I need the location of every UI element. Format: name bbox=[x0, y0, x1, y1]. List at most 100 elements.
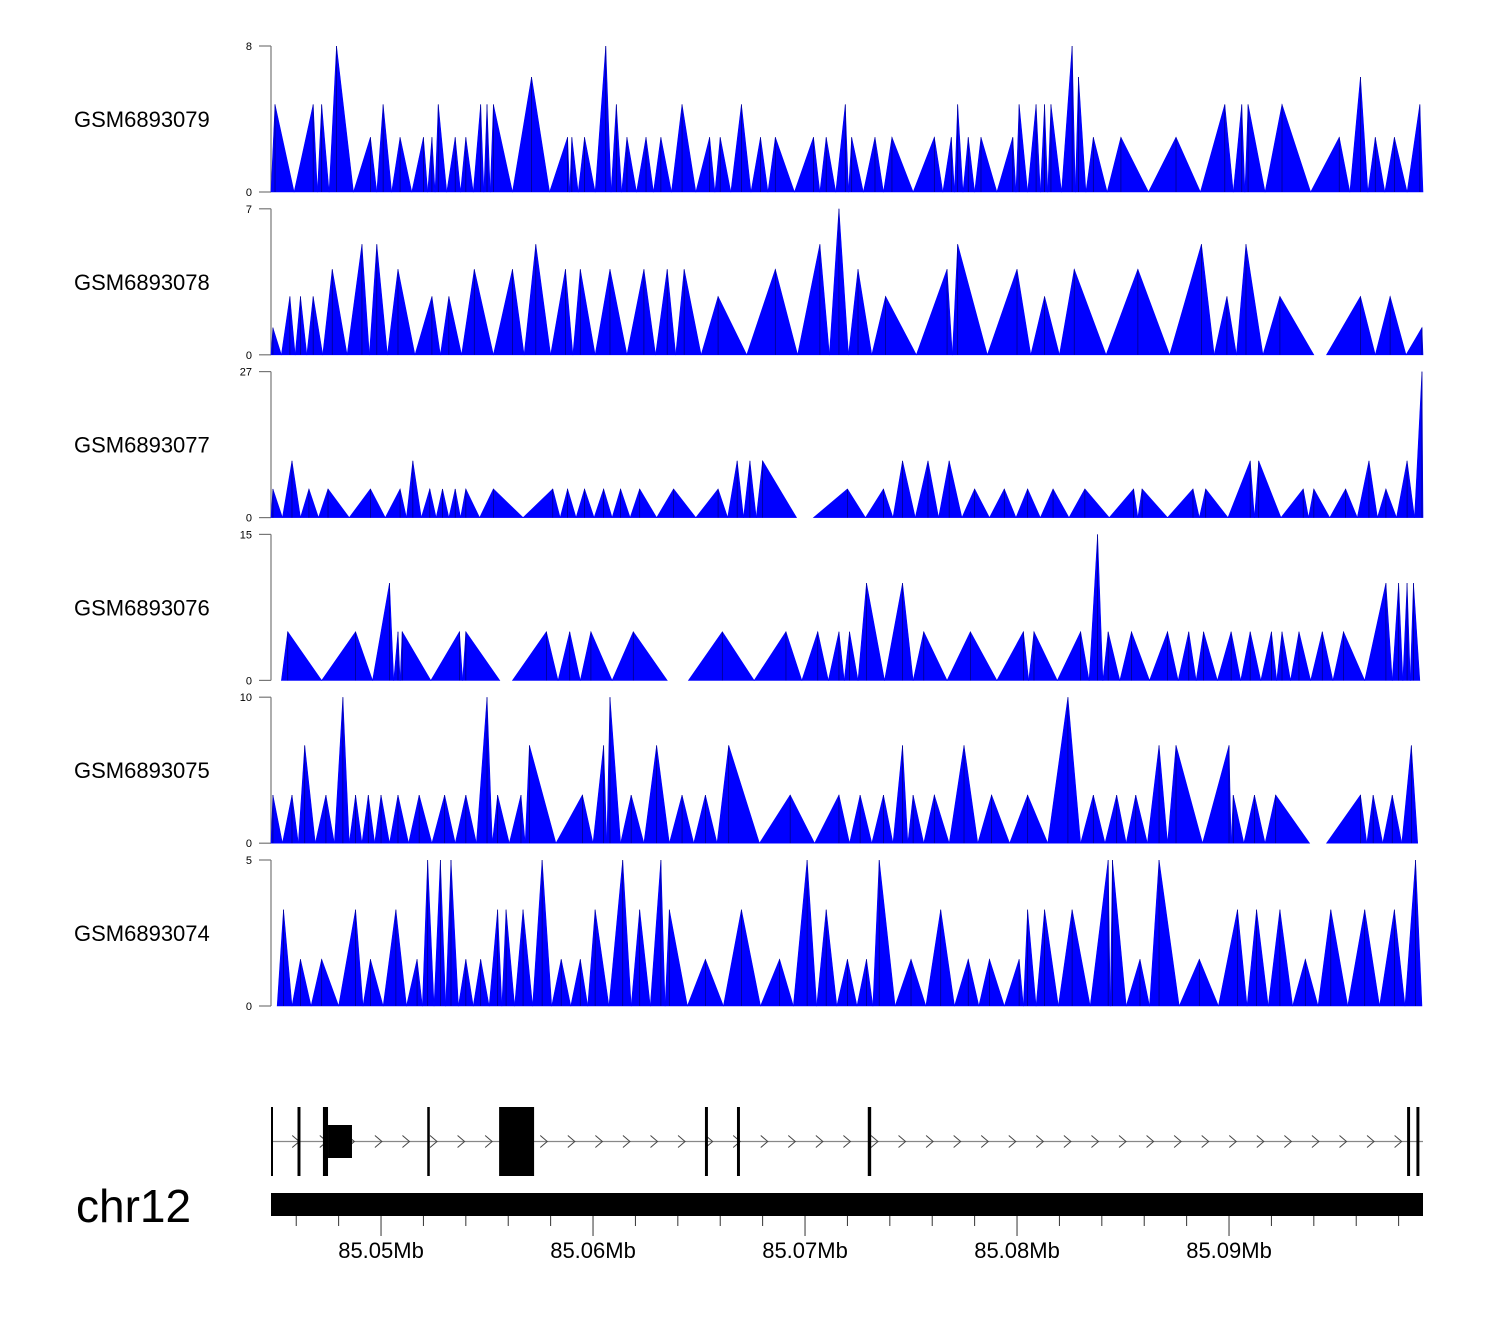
coverage-peak bbox=[687, 631, 755, 681]
coverage-peak bbox=[857, 583, 885, 681]
coverage-peak bbox=[1367, 137, 1386, 193]
coverage-peak bbox=[1404, 859, 1423, 1007]
coverage-peak bbox=[476, 697, 493, 844]
coverage-peak bbox=[952, 244, 988, 356]
coverage-peak bbox=[1264, 103, 1312, 193]
coverage-peak bbox=[353, 137, 378, 193]
coverage-peak bbox=[794, 137, 821, 193]
coverage-peak bbox=[1003, 959, 1024, 1007]
coverage-peak bbox=[493, 269, 525, 356]
strand-arrow-icon bbox=[1394, 1135, 1403, 1148]
coverage-peak bbox=[755, 459, 798, 518]
coverage-peak bbox=[649, 859, 666, 1007]
coverage-peak bbox=[291, 959, 312, 1007]
coverage-peak bbox=[369, 244, 388, 356]
coverage-peak bbox=[1246, 909, 1269, 1007]
strand-arrow-icon bbox=[815, 1135, 824, 1148]
coverage-peak bbox=[306, 296, 324, 356]
coverage-peak bbox=[750, 137, 769, 193]
coverage-peak bbox=[608, 859, 632, 1007]
coverage-peak bbox=[501, 909, 515, 1007]
coverage-peak bbox=[472, 959, 490, 1007]
coverage-peak bbox=[334, 697, 350, 844]
coverage-peak bbox=[1396, 460, 1415, 518]
track-label: GSM6893075 bbox=[74, 758, 210, 783]
coverage-peak bbox=[472, 104, 485, 193]
data-track: GSM6893076 15 0 bbox=[74, 529, 1421, 687]
strand-arrow-icon bbox=[374, 1135, 383, 1148]
coverage-peak bbox=[812, 488, 866, 518]
coverage-peak bbox=[1198, 488, 1229, 518]
coverage-peak bbox=[577, 137, 596, 193]
coverage-peak bbox=[1276, 631, 1291, 681]
coverage-peak bbox=[1364, 583, 1393, 681]
track-label: GSM6893074 bbox=[74, 921, 210, 946]
coverage-peak bbox=[559, 487, 577, 518]
coverage-peak bbox=[760, 958, 794, 1007]
coverage-peak bbox=[406, 460, 422, 518]
coverage-peak bbox=[1068, 488, 1110, 518]
y-tick-label-max: 10 bbox=[240, 692, 252, 704]
coverage-peak bbox=[1027, 104, 1041, 193]
coverage-peak bbox=[479, 488, 524, 518]
coverage-peak bbox=[671, 104, 697, 193]
strand-arrow-icon bbox=[1311, 1135, 1320, 1148]
coverage-peak bbox=[310, 958, 340, 1007]
coverage-peak bbox=[611, 487, 631, 518]
coverage-peak bbox=[550, 269, 574, 356]
coverage-peak bbox=[1374, 295, 1407, 356]
coverage-peak bbox=[656, 488, 697, 518]
strand-arrow-icon bbox=[484, 1135, 493, 1148]
coverage-peak bbox=[883, 136, 914, 193]
coverage-peak bbox=[376, 104, 392, 193]
coverage-peak bbox=[892, 745, 909, 844]
y-tick-label-min: 0 bbox=[246, 675, 252, 687]
coverage-peak bbox=[801, 630, 829, 681]
strand-arrow-icon bbox=[732, 1135, 741, 1148]
coverage-peak bbox=[1317, 909, 1349, 1007]
coverage-peak bbox=[281, 296, 296, 356]
coverage-peak bbox=[445, 859, 459, 1007]
track-label: GSM6893077 bbox=[74, 433, 210, 458]
coverage-peak bbox=[1218, 909, 1248, 1007]
coverage-peak bbox=[797, 244, 830, 356]
coverage-peak bbox=[1310, 136, 1351, 193]
coverage-peak bbox=[422, 859, 435, 1007]
exon bbox=[322, 1107, 329, 1176]
coverage-peak bbox=[1325, 794, 1368, 844]
coverage-peak bbox=[1227, 460, 1255, 518]
coverage-peak bbox=[1104, 794, 1127, 844]
exon bbox=[1407, 1107, 1411, 1176]
coverage-peak bbox=[300, 487, 319, 518]
coverage-peak bbox=[1028, 630, 1058, 681]
coverage-peak bbox=[1047, 697, 1081, 844]
coverage-peak bbox=[321, 631, 373, 681]
coverage-peak bbox=[1080, 794, 1106, 844]
coverage-peak bbox=[636, 137, 654, 193]
coverage-peak bbox=[270, 327, 282, 356]
coverage-peak bbox=[462, 630, 501, 681]
coverage-peak bbox=[569, 137, 579, 193]
coverage-peak bbox=[594, 269, 628, 356]
coverage-peak bbox=[592, 745, 608, 844]
strand-arrow-icon bbox=[1201, 1135, 1210, 1148]
genome-axis: chr12 85.05Mb 85.06Mb 85.07Mb 85.08Mb 85.09Mb bbox=[76, 1180, 1423, 1263]
coverage-peak bbox=[912, 136, 944, 193]
coverage-peak bbox=[695, 488, 729, 518]
coverage-peak bbox=[270, 104, 295, 193]
strand-arrow-icon bbox=[843, 1135, 852, 1148]
coverage-peak bbox=[270, 488, 283, 518]
strand-arrow-icon bbox=[1091, 1135, 1100, 1148]
coverage-peak bbox=[514, 909, 533, 1007]
coverage-peak bbox=[1035, 909, 1059, 1007]
strand-arrow-icon bbox=[1063, 1135, 1072, 1148]
strand-arrow-icon bbox=[980, 1135, 989, 1148]
coverage-peak bbox=[488, 909, 503, 1007]
coverage-peak bbox=[1202, 745, 1232, 844]
coverage-peak bbox=[1177, 631, 1197, 681]
coverage-peak bbox=[314, 794, 335, 844]
data-track: GSM6893078 7 0 bbox=[74, 204, 1424, 362]
strand-arrow-icon bbox=[457, 1135, 466, 1148]
strand-arrow-icon bbox=[787, 1135, 797, 1148]
